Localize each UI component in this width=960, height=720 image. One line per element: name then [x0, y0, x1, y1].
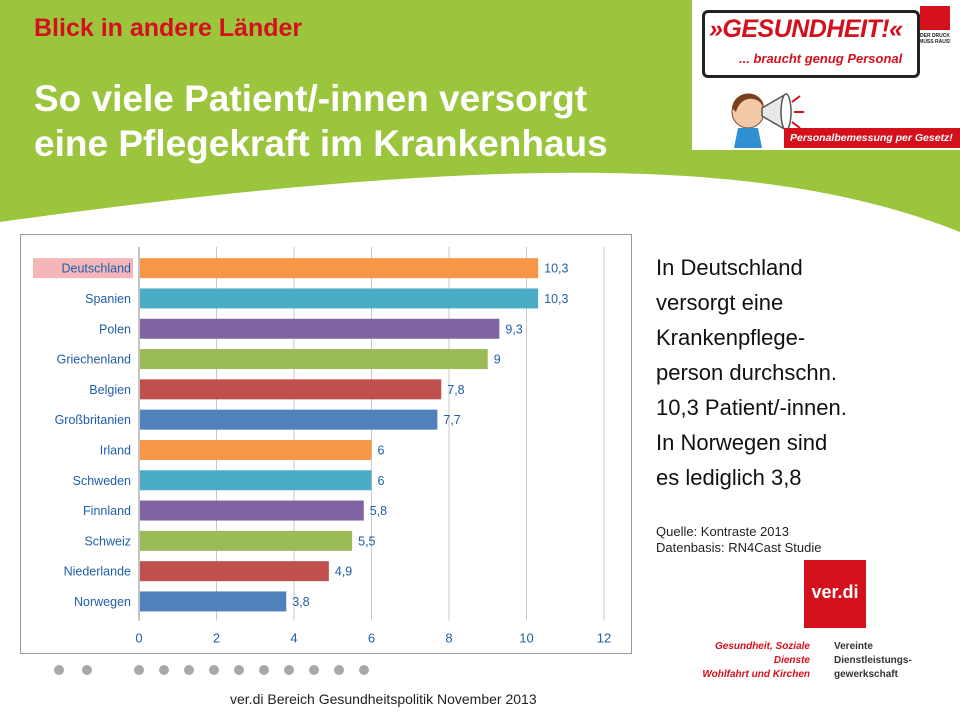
- megaphone-figure-illustration: [731, 92, 804, 148]
- category-label: Polen: [99, 322, 131, 336]
- x-tick-label: 8: [445, 631, 452, 646]
- verdi-union-line-2: Dienstleistungs-: [834, 655, 912, 666]
- bar: [140, 349, 488, 370]
- category-highlight: [33, 258, 133, 279]
- verdi-department-line-2: Wohlfahrt und Kirchen: [702, 669, 810, 680]
- bar-value-label: 10,3: [544, 262, 568, 276]
- x-tick-label: 12: [597, 631, 611, 646]
- category-label: Schweiz: [84, 534, 131, 548]
- progress-dot: [309, 665, 319, 675]
- bar: [140, 258, 539, 279]
- campaign-corner-logo: [920, 6, 950, 30]
- category-label: Spanien: [85, 292, 131, 306]
- progress-dot: [234, 665, 244, 675]
- footer-text: ver.di Bereich Gesundheitspolitik Novemb…: [230, 691, 537, 707]
- bar-value-label: 7,7: [443, 413, 460, 427]
- description-line-2: versorgt eine: [656, 290, 784, 315]
- category-label: Griechenland: [57, 353, 131, 367]
- page-title: So viele Patient/-innen versorgt eine Pf…: [34, 76, 608, 166]
- bar: [140, 470, 372, 491]
- progress-dot: [209, 665, 219, 675]
- bar-value-label: 3,8: [292, 595, 309, 609]
- description-line-5: 10,3 Patient/-innen.: [656, 395, 847, 420]
- source-line-1: Quelle: Kontraste 2013: [656, 524, 789, 539]
- verdi-department-line-1: Gesundheit, Soziale Dienste: [714, 641, 810, 666]
- progress-dot: [159, 665, 169, 675]
- category-label: Niederlande: [64, 565, 131, 579]
- verdi-logo: ver.di: [804, 560, 866, 628]
- x-tick-label: 2: [213, 631, 220, 646]
- bar: [140, 409, 438, 430]
- bar-value-label: 4,9: [335, 565, 352, 579]
- x-tick-label: 4: [290, 631, 297, 646]
- description-line-3: Krankenpflege-: [656, 325, 806, 350]
- progress-dot: [359, 665, 369, 675]
- progress-dot: [82, 665, 92, 675]
- campaign-headline: »GESUNDHEIT!«: [709, 15, 903, 43]
- section-kicker: Blick in andere Länder: [34, 14, 303, 42]
- category-label: Schweden: [73, 474, 131, 488]
- bar: [140, 530, 353, 551]
- progress-dot: [54, 665, 64, 675]
- progress-dot: [184, 665, 194, 675]
- category-label: Norwegen: [74, 595, 131, 609]
- x-tick-label: 10: [519, 631, 533, 646]
- description-line-6: In Norwegen sind: [656, 430, 828, 455]
- verdi-logo-text: ver.di: [811, 582, 859, 602]
- description-line-1: In Deutschland: [656, 255, 803, 280]
- bar: [140, 439, 372, 460]
- x-tick-label: 6: [368, 631, 375, 646]
- x-tick-label: 0: [135, 631, 142, 646]
- verdi-union-line-1: Vereinte: [834, 641, 873, 652]
- bar-value-label: 10,3: [544, 292, 568, 306]
- bar-value-label: 7,8: [447, 383, 464, 397]
- campaign-corner-logo-text: DER DRUCK MUSS RAUS!: [919, 33, 951, 45]
- campaign-banner-sign: »GESUNDHEIT!« ... braucht genug Personal: [702, 10, 920, 78]
- bar-value-label: 9,3: [505, 322, 522, 336]
- page-title-line-1: So viele Patient/-innen versorgt: [34, 78, 588, 119]
- progress-dot: [334, 665, 344, 675]
- bar: [140, 318, 500, 339]
- category-label: Finnland: [83, 504, 131, 518]
- progress-dot: [134, 665, 144, 675]
- page-title-line-2: eine Pflegekraft im Krankenhaus: [34, 123, 608, 164]
- bar-value-label: 5,5: [358, 534, 375, 548]
- bar-value-label: 5,8: [370, 504, 387, 518]
- category-label: Deutschland: [62, 262, 132, 276]
- progress-dot: [284, 665, 294, 675]
- progress-dot: [259, 665, 269, 675]
- chart-frame: 0 2 4 6 8 10 12 Deutschland 10,3 Spanien 10,3 Polen…: [20, 234, 632, 654]
- category-label: Belgien: [89, 383, 131, 397]
- description-line-4: person durchschn.: [656, 360, 837, 385]
- category-label: Großbritanien: [55, 413, 131, 427]
- bar: [140, 561, 329, 582]
- campaign-banner: »GESUNDHEIT!« ... braucht genug Personal…: [692, 0, 960, 150]
- source-note: Quelle: Kontraste 2013 Datenbasis: RN4Ca…: [656, 524, 821, 556]
- verdi-department-tagline: Gesundheit, Soziale Dienste Wohlfahrt un…: [686, 640, 810, 682]
- bar: [140, 288, 539, 309]
- description-line-7: es lediglich 3,8: [656, 465, 802, 490]
- bar-value-label: 6: [378, 443, 385, 457]
- campaign-subline: ... braucht genug Personal: [739, 51, 903, 66]
- bar-value-label: 9: [494, 353, 501, 367]
- campaign-strip: Personalbemessung per Gesetz!: [784, 128, 960, 148]
- bar-value-label: 6: [378, 474, 385, 488]
- bar-chart: 0 2 4 6 8 10 12 Deutschland 10,3 Spanien 10,3 Polen…: [33, 247, 611, 646]
- bar: [140, 591, 287, 612]
- verdi-union-line-3: gewerkschaft: [834, 669, 898, 680]
- category-label: Irland: [100, 443, 131, 457]
- description-text: In Deutschland versorgt eine Krankenpfle…: [656, 250, 847, 495]
- bar: [140, 379, 442, 400]
- verdi-union-tagline: Vereinte Dienstleistungs- gewerkschaft: [834, 640, 944, 682]
- source-line-2: Datenbasis: RN4Cast Studie: [656, 540, 822, 555]
- bar: [140, 500, 364, 521]
